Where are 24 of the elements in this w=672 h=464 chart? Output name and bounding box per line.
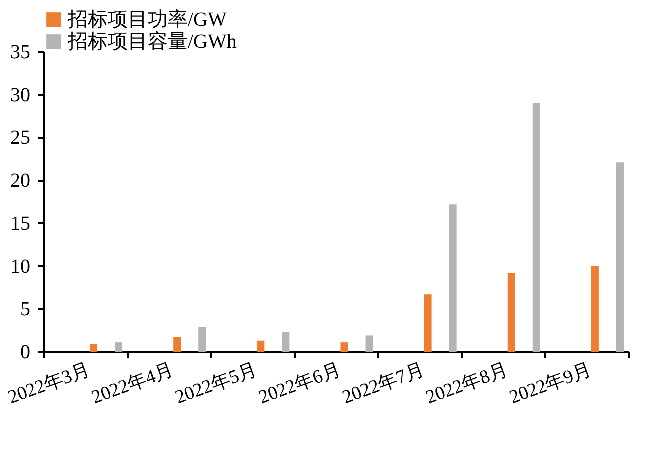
bar <box>449 204 457 352</box>
bar <box>591 266 599 352</box>
bar <box>115 342 123 352</box>
y-tick-label: 20 <box>10 170 30 192</box>
bar <box>90 344 98 352</box>
legend-label: 招标项目容量/GWh <box>67 31 237 53</box>
bar <box>366 336 374 352</box>
legend-label: 招标项目功率/GW <box>67 9 227 31</box>
bar <box>616 162 624 352</box>
y-tick-label: 0 <box>20 342 30 364</box>
y-tick-label: 30 <box>10 84 30 106</box>
y-tick-label: 15 <box>10 212 30 235</box>
y-tick-label: 10 <box>10 256 30 278</box>
bar <box>257 340 265 352</box>
bar <box>198 327 206 352</box>
y-tick-label: 35 <box>10 42 30 64</box>
y-tick-label: 5 <box>20 298 30 321</box>
bar <box>340 342 348 352</box>
bar <box>532 103 540 352</box>
y-tick-label: 25 <box>10 127 30 150</box>
bar <box>174 337 182 352</box>
bar <box>424 294 432 352</box>
bar <box>282 332 290 352</box>
bar <box>508 273 516 352</box>
